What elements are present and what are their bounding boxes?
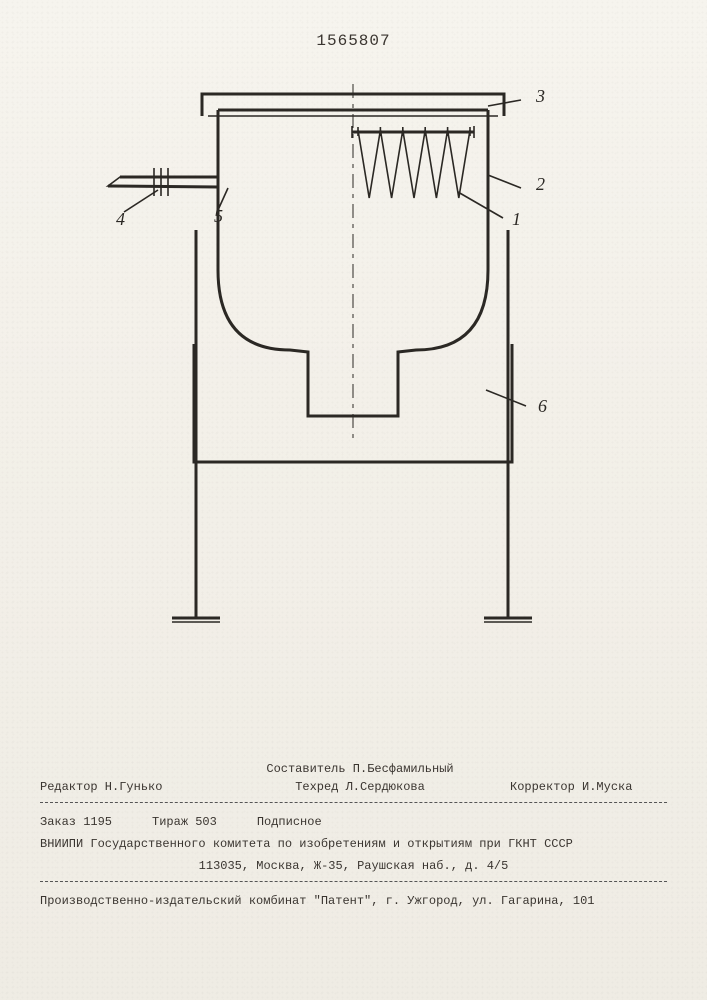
order-number: Заказ 1195 [40, 813, 112, 831]
diagram-label-5: 5 [214, 206, 223, 226]
diagram-label-3: 3 [535, 86, 545, 106]
figure-diagram: 3 21 4 5 6 [76, 70, 596, 670]
diagram-label-6: 6 [538, 396, 547, 416]
corrector-line: Корректор И.Муска [500, 778, 667, 796]
divider [40, 881, 667, 882]
organization-line: ВНИИПИ Государственного комитета по изоб… [40, 831, 667, 853]
diagram-svg: 3 21 4 5 6 [76, 70, 596, 670]
production-line: Производственно-издательский комбинат "П… [40, 888, 667, 910]
subscription: Подписное [257, 813, 322, 831]
compiler-line: Составитель П.Бесфамильный [250, 760, 470, 778]
diagram-label-4: 4 [116, 209, 125, 229]
footer-block: Составитель П.Бесфамильный Редактор Н.Гу… [40, 760, 667, 910]
organization-address: 113035, Москва, Ж-35, Раушская наб., д. … [40, 853, 667, 875]
tech-editor-line: Техред Л.Сердюкова [250, 778, 470, 796]
divider [40, 802, 667, 803]
document-number: 1565807 [0, 32, 707, 50]
diagram-label-1: 1 [512, 209, 521, 229]
editor-line: Редактор Н.Гунько [40, 778, 220, 796]
circulation: Тираж 503 [152, 813, 217, 831]
diagram-label-2: 2 [536, 174, 545, 194]
